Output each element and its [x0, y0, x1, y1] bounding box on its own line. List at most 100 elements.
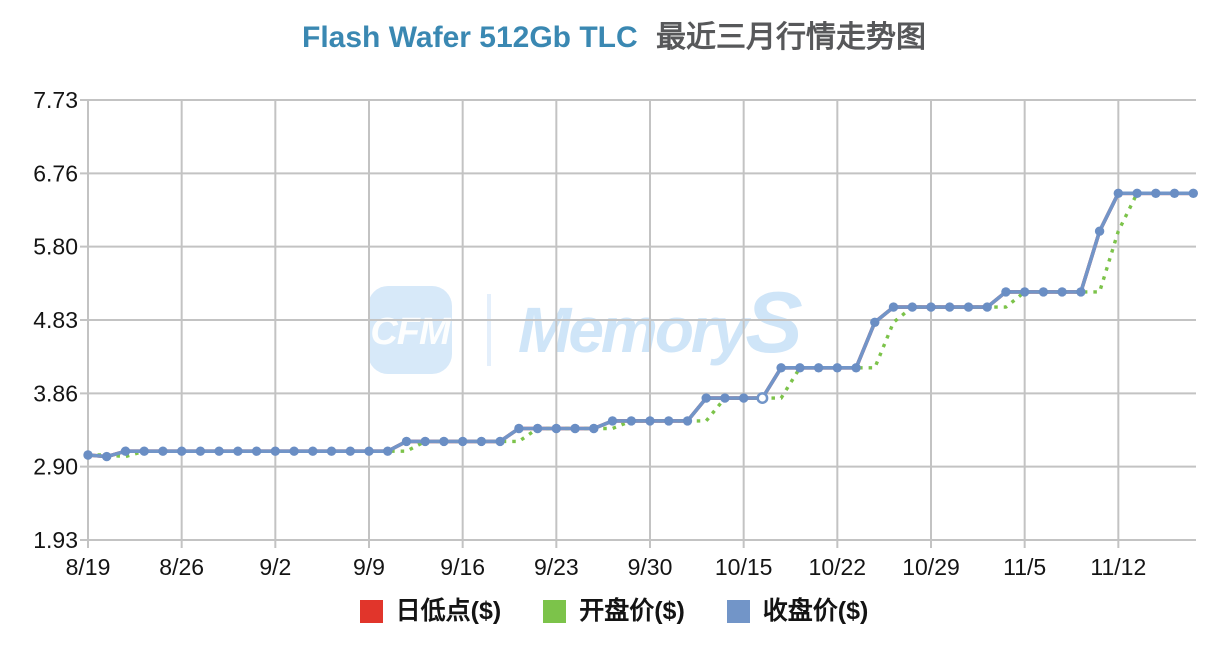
close-price-point — [1038, 287, 1049, 297]
close-price-point — [645, 416, 655, 426]
close-price-point — [345, 446, 355, 456]
close-price-point — [308, 446, 318, 456]
x-axis-label: 10/15 — [715, 554, 773, 580]
close-price-point — [756, 392, 769, 405]
close-price-point — [589, 423, 599, 434]
close-price-point — [158, 446, 168, 456]
legend-item-close-price[interactable]: 收盘价($) — [726, 597, 869, 625]
close-price-point — [682, 416, 693, 426]
close-price-point — [1132, 188, 1142, 198]
close-price-point — [420, 436, 430, 447]
y-axis-label: 1.93 — [33, 527, 78, 553]
close-price-point — [83, 450, 93, 460]
close-price-point — [120, 446, 131, 456]
close-price-point — [514, 423, 524, 434]
close-price-point — [364, 446, 374, 456]
close-price-point — [626, 416, 636, 426]
close-price-point — [289, 446, 299, 456]
close-price-point — [1113, 188, 1124, 198]
legend-swatch-open-price — [543, 600, 567, 623]
legend-label-daily-low: 日低点($) — [395, 597, 502, 625]
y-axis-label: 7.73 — [33, 87, 78, 113]
legend-item-daily-low[interactable]: 日低点($) — [359, 597, 502, 625]
watermark-brand-text: MemoryS — [518, 275, 802, 371]
close-price-point — [607, 416, 618, 426]
close-price-point — [776, 363, 786, 373]
close-price-point — [963, 302, 974, 312]
close-price-point — [1151, 188, 1161, 198]
close-price-point — [177, 446, 187, 456]
close-price-point — [326, 446, 337, 456]
close-price-point — [439, 436, 449, 447]
y-axis-label: 3.86 — [33, 380, 78, 406]
grid — [80, 99, 1196, 548]
close-price-point — [945, 302, 955, 312]
close-price-point — [720, 393, 730, 403]
close-price-point — [251, 446, 262, 456]
close-price-point — [1076, 287, 1086, 297]
close-price-point — [832, 363, 842, 373]
chart-legend: 日低点($) 开盘价($) 收盘价($) — [0, 599, 1228, 624]
close-price-point — [739, 393, 749, 403]
chart-title: Flash Wafer 512Gb TLC 最近三月行情走势图 — [0, 12, 1228, 56]
legend-label-open-price: 开盘价($) — [579, 597, 685, 625]
close-price-point — [851, 363, 861, 373]
y-axis-label: 4.83 — [33, 307, 78, 333]
close-price-point — [233, 446, 243, 456]
x-axis-label: 9/9 — [353, 554, 385, 580]
close-price-point — [383, 446, 393, 456]
legend-label-close-price: 收盘价($) — [762, 597, 869, 625]
close-price-point — [1188, 188, 1199, 198]
close-price-point — [532, 423, 543, 434]
close-price-point — [570, 423, 580, 434]
close-price-point — [458, 436, 468, 447]
chart-title-product: Flash Wafer 512Gb TLC — [302, 21, 638, 54]
close-price-point — [270, 446, 280, 456]
close-price-point — [401, 436, 412, 447]
close-price-point — [102, 451, 112, 462]
close-price-point — [1019, 287, 1030, 297]
chart-title-suffix: 最近三月行情走势图 — [655, 21, 926, 54]
x-axis-label: 9/30 — [628, 554, 673, 580]
close-price-point — [664, 416, 674, 426]
x-axis-label: 11/12 — [1090, 554, 1146, 580]
y-axis-label: 5.80 — [33, 234, 78, 260]
x-axis-label: 9/16 — [440, 554, 485, 580]
close-price-point — [1001, 287, 1011, 297]
close-price-point — [1169, 188, 1180, 198]
close-price-point — [813, 363, 824, 373]
watermark-logo-text: CFM — [370, 311, 452, 353]
legend-item-open-price[interactable]: 开盘价($) — [543, 599, 685, 624]
close-price-point — [1094, 226, 1105, 236]
legend-swatch-close-price — [726, 600, 750, 623]
close-price-point — [907, 302, 917, 312]
x-axis-label: 8/26 — [159, 554, 204, 580]
close-price-point — [795, 363, 805, 373]
close-price-point — [139, 446, 149, 456]
close-price-point — [476, 436, 487, 447]
watermark-divider — [487, 294, 491, 366]
legend-swatch-daily-low — [359, 600, 383, 623]
close-price-point — [888, 302, 899, 312]
close-price-point — [926, 302, 936, 312]
x-axis-label: 9/2 — [259, 554, 291, 580]
y-axis-label: 2.90 — [33, 454, 78, 480]
close-price-point — [551, 423, 561, 434]
close-price-point — [195, 446, 206, 456]
close-price-point — [1057, 287, 1067, 297]
x-axis-label: 10/29 — [902, 554, 960, 580]
close-price-point — [495, 436, 505, 447]
close-price-point — [982, 302, 992, 312]
close-price-point — [701, 393, 711, 403]
x-axis-label: 9/23 — [534, 554, 579, 580]
y-axis-label: 6.76 — [33, 160, 78, 186]
watermark: CFM MemoryS — [368, 275, 805, 374]
watermark-cfm-logo — [368, 286, 452, 374]
close-price-point — [214, 446, 224, 456]
x-axis-label: 8/19 — [66, 554, 111, 580]
x-axis-label: 11/5 — [1003, 554, 1046, 580]
x-axis-label: 10/22 — [809, 554, 867, 580]
close-price-point — [870, 317, 880, 327]
